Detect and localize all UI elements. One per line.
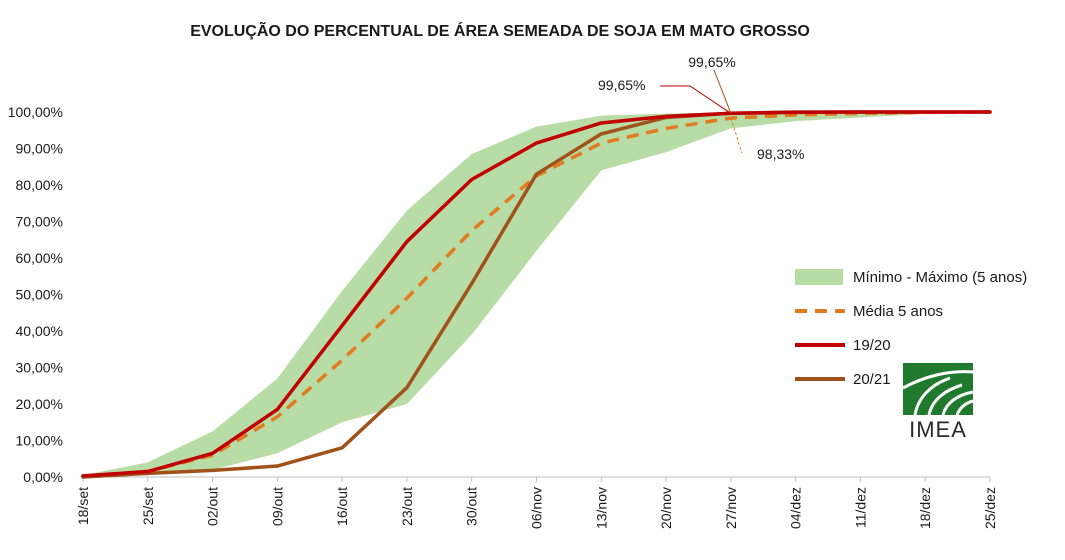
x-tick-label: 27/nov bbox=[723, 487, 739, 529]
annotation-leader bbox=[660, 85, 732, 114]
series-lines bbox=[81, 110, 992, 479]
x-tick-label: 16/out bbox=[334, 487, 350, 526]
y-tick-label: 60,00% bbox=[16, 250, 63, 266]
x-tick-label: 06/nov bbox=[529, 487, 545, 529]
y-tick-label: 70,00% bbox=[16, 214, 63, 230]
y-tick-label: 30,00% bbox=[16, 360, 63, 376]
annotation-leader bbox=[713, 69, 732, 114]
min-max-band bbox=[83, 112, 990, 477]
x-tick-label: 18/dez bbox=[917, 487, 933, 529]
legend: Mínimo - Máximo (5 anos) Média 5 anos 19/2… bbox=[795, 269, 1027, 388]
logo-text: IMEA bbox=[909, 417, 967, 442]
x-tick-label: 02/out bbox=[205, 487, 221, 526]
axes: 0,00% 10,00% 20,00% 30,00% 40,00% 50,00% 60,00… bbox=[8, 104, 998, 529]
annotation-label: 99,65% bbox=[688, 54, 735, 70]
y-tick-label: 0,00% bbox=[23, 469, 63, 485]
x-tick-label: 20/nov bbox=[658, 487, 674, 529]
annotation-label: 99,65% bbox=[598, 77, 645, 93]
chart-title: EVOLUÇÃO DO PERCENTUAL DE ÁREA SEMEADA D… bbox=[190, 20, 810, 40]
x-tick-label: 25/set bbox=[140, 487, 156, 525]
legend-label: 19/20 bbox=[853, 337, 891, 354]
x-tick-label: 13/nov bbox=[593, 487, 609, 529]
x-tick-label: 18/set bbox=[75, 487, 91, 525]
series-line-19-20 bbox=[81, 110, 992, 478]
x-tick-label: 25/dez bbox=[982, 487, 998, 529]
legend-label: Mínimo - Máximo (5 anos) bbox=[853, 269, 1027, 286]
y-tick-label: 90,00% bbox=[16, 141, 63, 157]
legend-swatch bbox=[795, 269, 843, 285]
y-tick-label: 100,00% bbox=[8, 104, 63, 120]
annotation-leader bbox=[730, 117, 743, 154]
annotations: 99,65% 99,65% 98,33% bbox=[598, 54, 804, 162]
y-tick-label: 40,00% bbox=[16, 323, 63, 339]
y-tick-label: 10,00% bbox=[16, 433, 63, 449]
legend-label: Média 5 anos bbox=[853, 303, 943, 320]
x-tick-label: 11/dez bbox=[852, 487, 868, 528]
legend-label: 20/21 bbox=[853, 371, 891, 388]
band-area bbox=[83, 112, 990, 477]
x-tick-label: 23/out bbox=[399, 487, 415, 526]
x-tick-label: 04/dez bbox=[788, 487, 804, 529]
annotation-label: 98,33% bbox=[757, 146, 804, 162]
x-tick-label: 09/out bbox=[269, 487, 285, 526]
y-tick-label: 80,00% bbox=[16, 177, 63, 193]
x-tick-label: 30/out bbox=[464, 487, 480, 526]
y-tick-label: 50,00% bbox=[16, 287, 63, 303]
imea-logo: IMEA bbox=[902, 363, 974, 442]
y-tick-label: 20,00% bbox=[16, 396, 63, 412]
